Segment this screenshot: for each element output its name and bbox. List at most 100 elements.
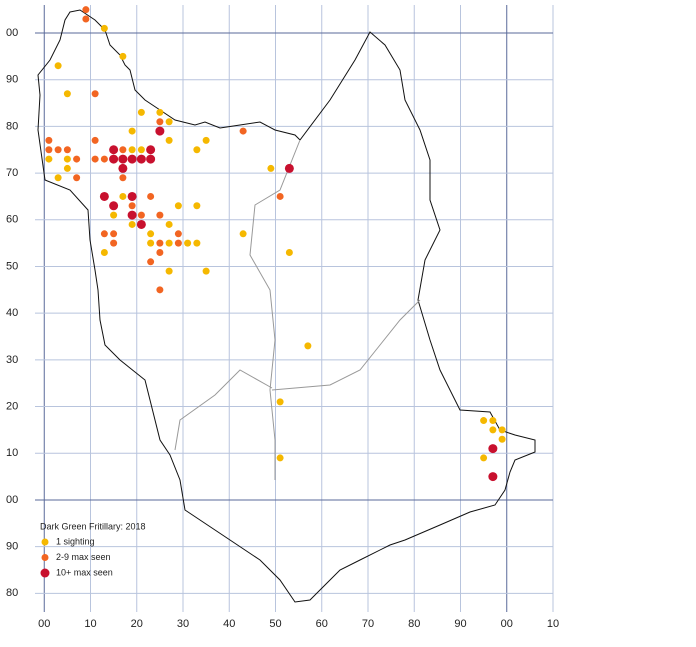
y-tick-label: 90 <box>6 541 18 553</box>
x-tick-label: 50 <box>269 618 281 630</box>
y-tick-label: 30 <box>6 354 18 366</box>
record-dot <box>488 444 498 454</box>
record-dot <box>156 118 164 126</box>
record-dot <box>184 239 192 247</box>
x-tick-label: 40 <box>223 618 235 630</box>
y-tick-label: 10 <box>6 447 18 459</box>
record-dot <box>284 163 294 173</box>
record-dot <box>91 90 99 98</box>
record-dot <box>276 398 284 406</box>
county-boundary <box>37 9 536 603</box>
record-dot <box>110 239 118 247</box>
record-dot <box>137 146 145 154</box>
x-tick-label: 10 <box>84 618 96 630</box>
legend: Dark Green Fritillary: 2018 1 sighting 2-… <box>40 521 146 578</box>
record-dot <box>146 154 156 164</box>
y-tick-label: 50 <box>6 260 18 272</box>
record-dot <box>127 210 137 220</box>
record-dot <box>156 108 164 116</box>
record-dot <box>174 239 182 247</box>
record-dot <box>73 174 81 182</box>
record-dot <box>127 191 137 201</box>
record-dot <box>239 230 247 238</box>
record-dot <box>488 472 498 482</box>
y-tick-label: 80 <box>6 120 18 132</box>
record-dot <box>285 248 293 256</box>
record-dot <box>174 230 182 238</box>
record-dot <box>239 127 247 135</box>
record-dot <box>489 417 497 425</box>
y-tick-label: 40 <box>6 307 18 319</box>
record-dot <box>109 145 119 155</box>
legend-dot <box>41 554 49 561</box>
record-dot <box>489 426 497 434</box>
record-dot <box>45 136 53 144</box>
record-dot <box>63 164 71 172</box>
record-dot <box>156 248 164 256</box>
record-dot <box>128 220 136 228</box>
record-dot <box>498 426 506 434</box>
record-dot <box>63 146 71 154</box>
legend-label: 10+ max seen <box>56 567 113 577</box>
record-dot <box>147 192 155 200</box>
x-tick-label: 00 <box>501 618 513 630</box>
record-dot <box>82 6 90 14</box>
record-dot <box>136 154 146 164</box>
record-dot <box>100 248 108 256</box>
record-dot <box>100 230 108 238</box>
record-dot <box>498 435 506 443</box>
record-dot <box>109 201 119 211</box>
y-tick-label: 60 <box>6 214 18 226</box>
record-dot <box>147 230 155 238</box>
legend-label: 1 sighting <box>56 536 95 546</box>
record-dot <box>136 219 146 229</box>
record-dot <box>91 155 99 163</box>
record-dot <box>202 267 210 275</box>
record-dot <box>63 90 71 98</box>
record-dot <box>156 286 164 294</box>
record-dot <box>110 230 118 238</box>
record-dot <box>127 154 137 164</box>
record-dot <box>119 146 127 154</box>
district-boundary <box>174 139 421 480</box>
x-tick-label: 30 <box>177 618 189 630</box>
legend-dot <box>41 538 49 546</box>
record-dot <box>165 267 173 275</box>
record-dot <box>304 342 312 350</box>
record-dot <box>276 192 284 200</box>
record-dot <box>45 146 53 154</box>
grid <box>35 5 554 612</box>
record-dot <box>267 164 275 172</box>
record-dot <box>100 24 108 32</box>
record-dot <box>119 52 127 60</box>
record-dot <box>156 239 164 247</box>
record-dot <box>118 154 128 164</box>
record-dot <box>147 258 155 266</box>
x-tick-label: 00 <box>38 618 50 630</box>
legend-dot <box>40 568 50 578</box>
record-dot <box>137 211 145 219</box>
record-dot <box>147 239 155 247</box>
record-dot <box>165 136 173 144</box>
x-tick-label: 70 <box>362 618 374 630</box>
record-dot <box>193 202 201 210</box>
record-dot <box>174 202 182 210</box>
record-dot <box>118 163 128 173</box>
record-dot <box>82 15 90 23</box>
record-dot <box>128 146 136 154</box>
record-dot <box>276 454 284 462</box>
y-tick-label: 00 <box>6 494 18 506</box>
record-dot <box>119 192 127 200</box>
x-tick-label: 20 <box>131 618 143 630</box>
record-dot <box>193 239 201 247</box>
record-dot <box>165 220 173 228</box>
record-dot <box>137 108 145 116</box>
x-tick-label: 90 <box>454 618 466 630</box>
x-tick-label: 10 <box>547 618 559 630</box>
legend-label: 2-9 max seen <box>56 552 111 562</box>
record-dot <box>193 146 201 154</box>
record-dot <box>128 202 136 210</box>
record-dot <box>128 127 136 135</box>
record-dot <box>109 154 119 164</box>
